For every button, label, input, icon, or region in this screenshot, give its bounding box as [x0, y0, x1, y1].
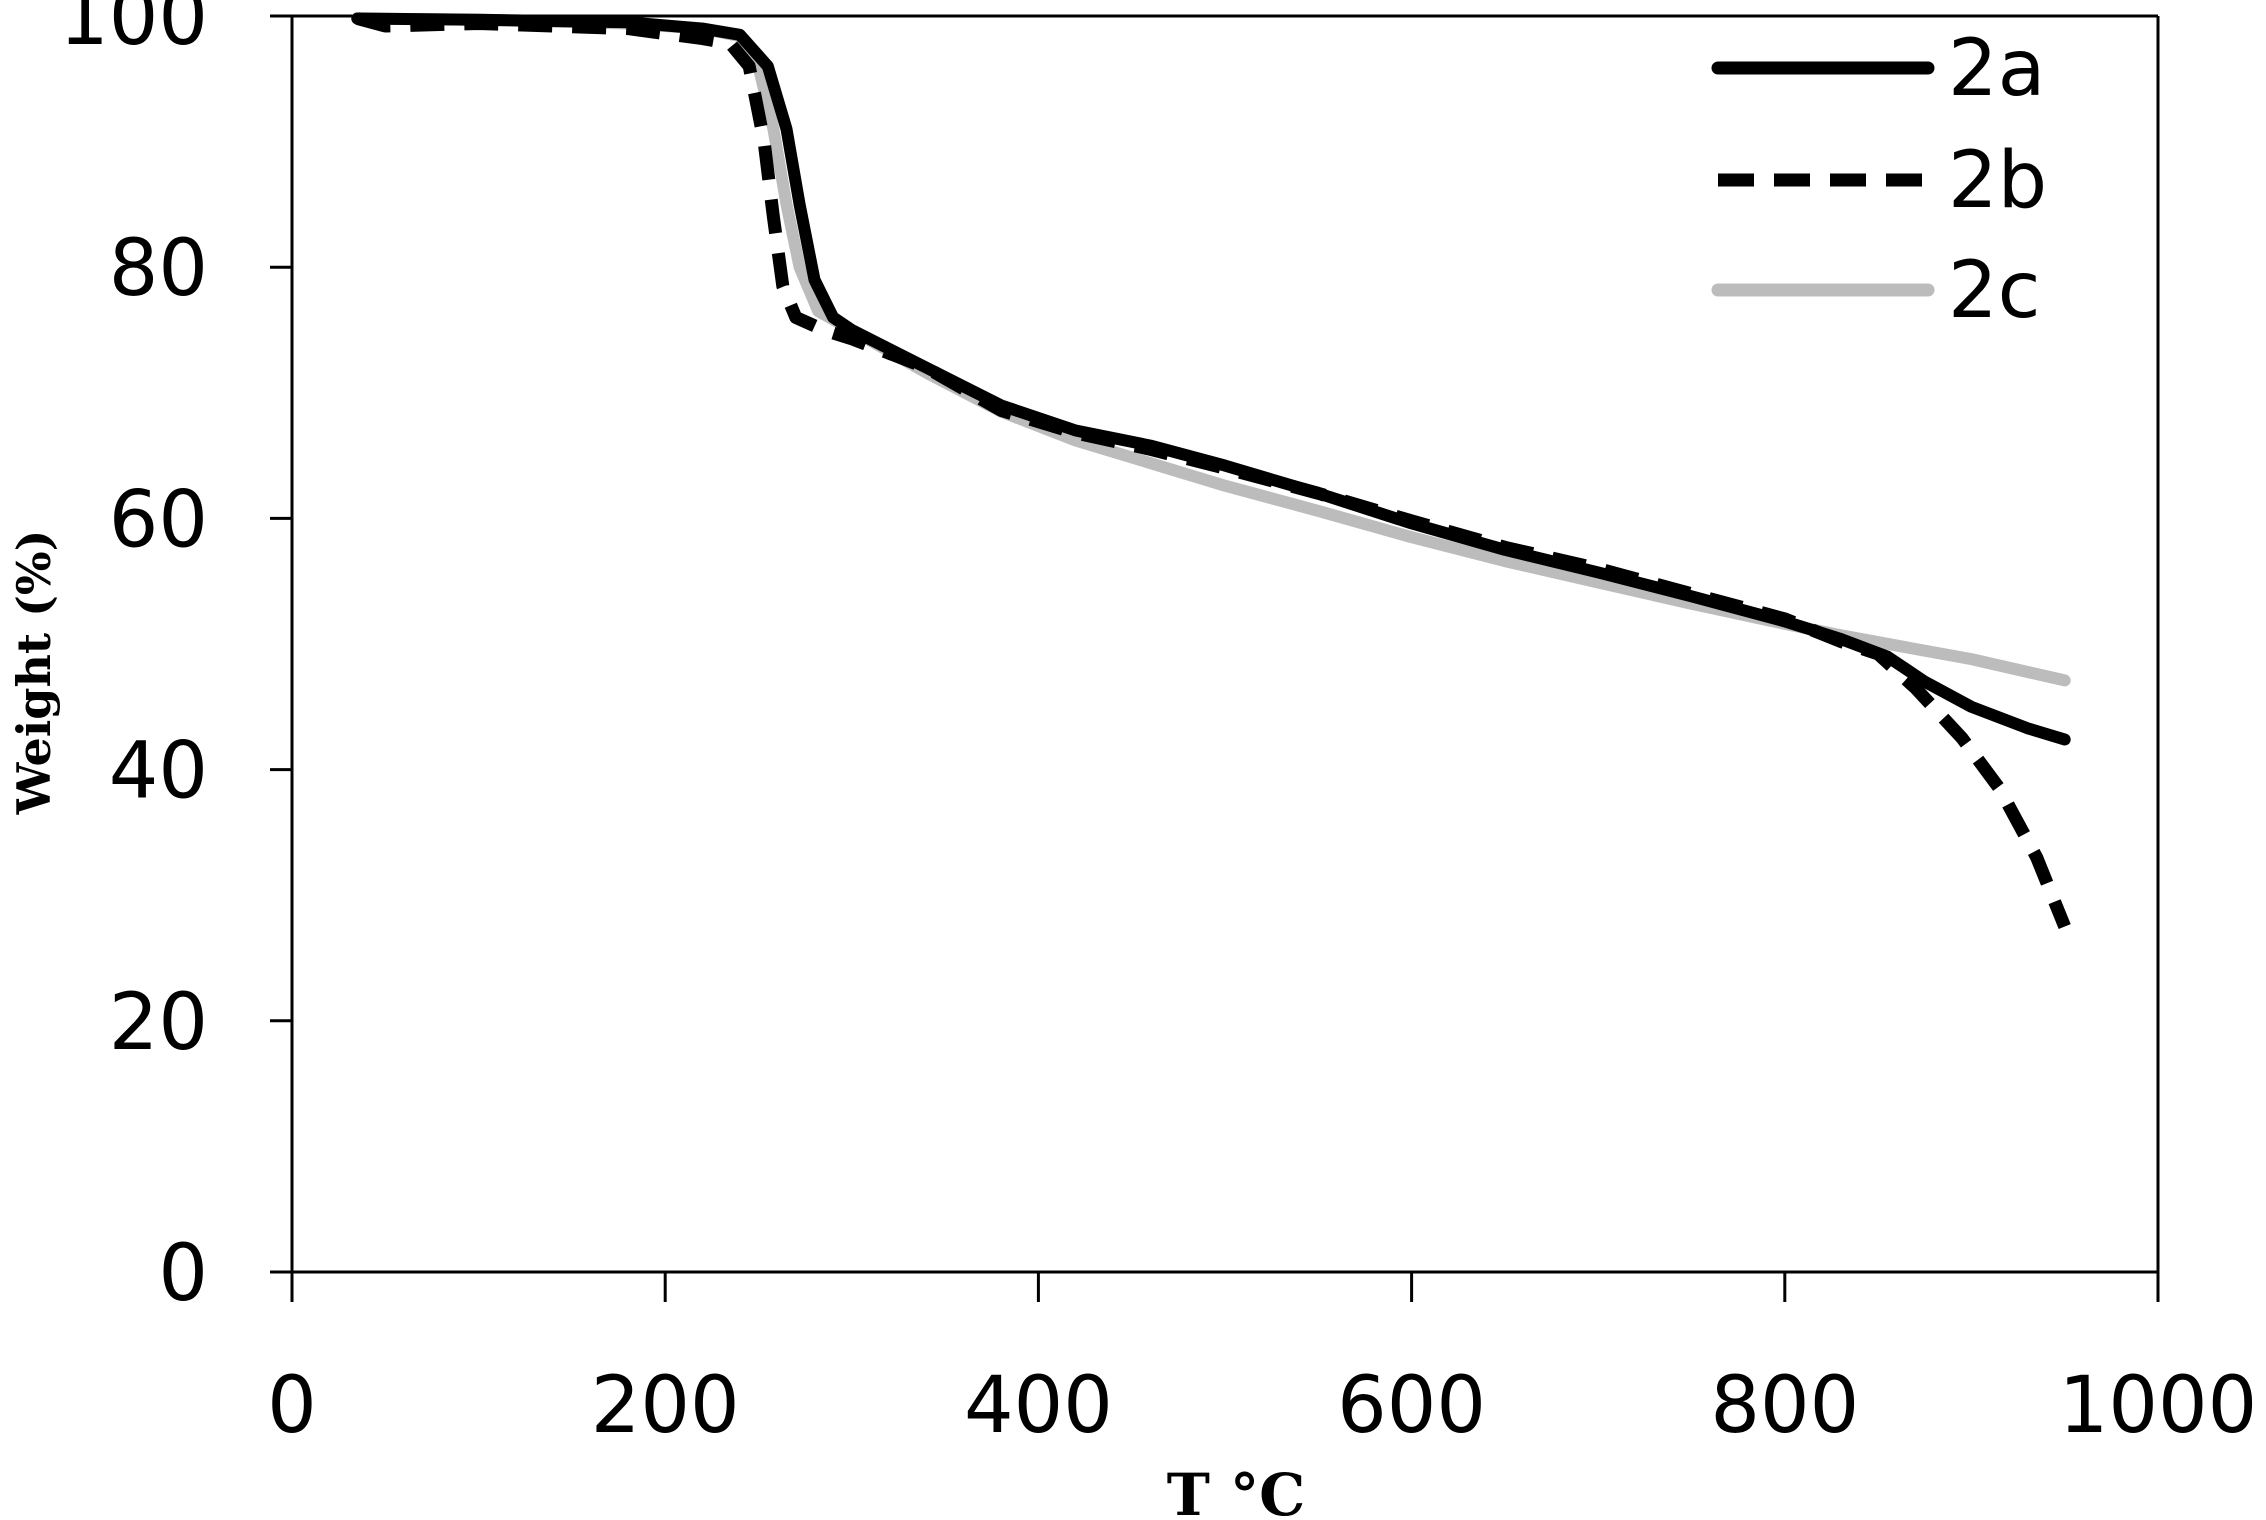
series-line-2c — [351, 12, 2071, 687]
legend-label-2b: 2b — [1948, 136, 2047, 226]
x-axis-title: T °C — [1167, 1461, 1306, 1520]
series-line-2b — [355, 12, 2071, 930]
x-tick-label: 400 — [964, 1361, 1113, 1451]
y-tick-label: 20 — [109, 978, 208, 1068]
legend: 2a 2b 2c — [1711, 24, 2047, 336]
series-layer — [351, 12, 2071, 930]
x-tick-label: 1000 — [2059, 1361, 2258, 1451]
series-line-2a — [351, 12, 2071, 746]
y-tick-label: 100 — [59, 0, 208, 63]
legend-label-2a: 2a — [1948, 24, 2045, 114]
y-axis-title: Weight (%) — [7, 530, 61, 816]
x-ticks: 0 200 400 600 800 1000 — [267, 1272, 2257, 1451]
legend-label-2c: 2c — [1948, 246, 2041, 336]
y-tick-label: 60 — [109, 475, 208, 565]
x-tick-label: 200 — [591, 1361, 740, 1451]
x-tick-label: 600 — [1337, 1361, 1486, 1451]
x-tick-label: 0 — [267, 1361, 317, 1451]
y-tick-label: 40 — [109, 727, 208, 817]
x-tick-label: 800 — [1710, 1361, 1859, 1451]
y-tick-label: 80 — [109, 224, 208, 314]
y-ticks: 0 20 40 60 80 100 — [59, 0, 292, 1319]
y-tick-label: 0 — [158, 1229, 208, 1319]
